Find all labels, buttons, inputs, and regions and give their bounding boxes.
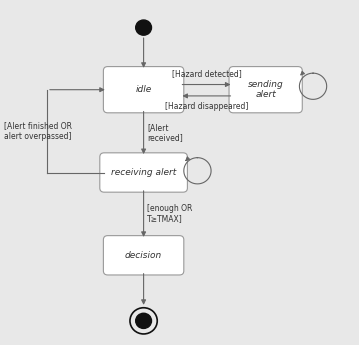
Text: [Hazard disappeared]: [Hazard disappeared] [165,102,248,111]
Text: [Alert finished OR
alert overpassed]: [Alert finished OR alert overpassed] [4,121,71,141]
FancyBboxPatch shape [229,67,302,113]
Text: decision: decision [125,251,162,260]
Circle shape [136,313,151,328]
Circle shape [136,20,151,35]
FancyBboxPatch shape [100,153,187,192]
Text: sending
alert: sending alert [248,80,284,99]
Text: receiving alert: receiving alert [111,168,176,177]
FancyBboxPatch shape [103,67,184,113]
FancyBboxPatch shape [103,236,184,275]
Text: [enough OR
T≥TMAX]: [enough OR T≥TMAX] [147,204,192,224]
Text: idle: idle [135,85,152,94]
Text: [Hazard detected]: [Hazard detected] [172,69,241,78]
Text: [Alert
received]: [Alert received] [147,123,183,142]
